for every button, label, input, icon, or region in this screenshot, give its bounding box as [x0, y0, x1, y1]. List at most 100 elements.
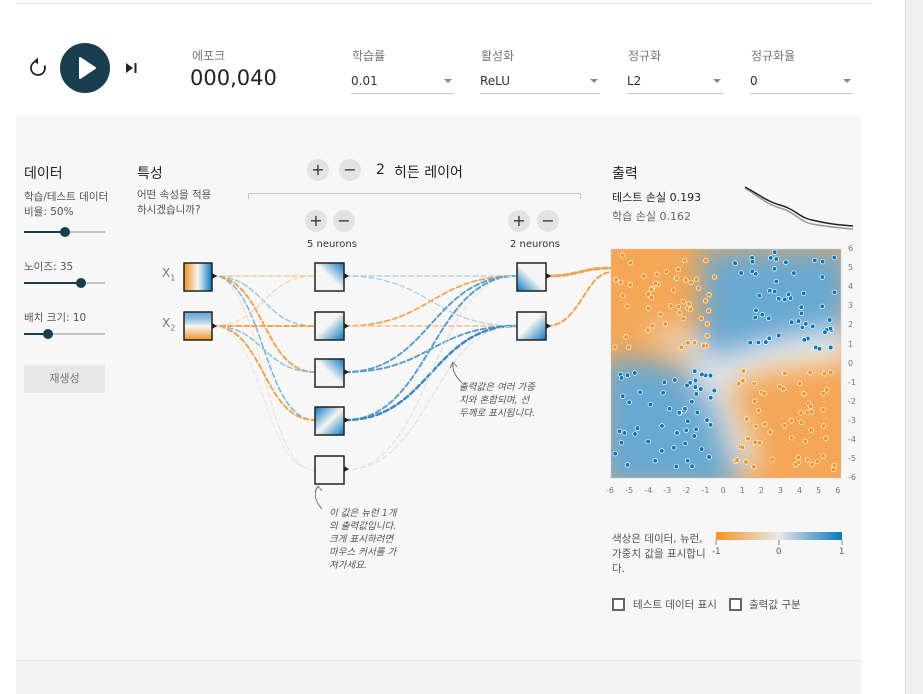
weight-link[interactable]: [211, 275, 316, 421]
data-point: [668, 303, 674, 309]
feature-x1[interactable]: [183, 262, 217, 292]
data-point: [804, 457, 811, 463]
test-loss: 테스트 손실 0.193: [612, 189, 701, 205]
regularization-rate-select[interactable]: 0: [750, 68, 853, 94]
learning-rate-label: 학습률: [352, 49, 386, 63]
weight-link[interactable]: [344, 275, 518, 327]
data-point: [752, 314, 758, 321]
neuron-box[interactable]: [314, 311, 345, 341]
data-point: [792, 461, 799, 468]
regularization-select[interactable]: L2: [627, 68, 723, 94]
data-point: [796, 380, 803, 387]
y-tick-label: 2: [848, 320, 854, 330]
noise-label: 노이즈: 35: [24, 260, 73, 275]
test-loss-line: [744, 187, 854, 230]
step-button[interactable]: [122, 58, 142, 78]
add-neuron-button[interactable]: +: [508, 210, 530, 232]
ratio-slider[interactable]: [24, 226, 105, 238]
remove-neuron-button[interactable]: −: [333, 210, 355, 232]
reset-button[interactable]: [26, 56, 50, 80]
x-tick-label: -4: [644, 486, 653, 495]
slider-knob[interactable]: [59, 227, 70, 237]
data-point: [820, 390, 826, 397]
output-marker-icon: [546, 323, 551, 329]
regenerate-button[interactable]: 재생성: [24, 365, 105, 393]
data-point: [693, 391, 699, 397]
output-marker-icon: [546, 273, 551, 279]
discretize-output-checkbox[interactable]: [729, 598, 742, 611]
weight-links: [211, 266, 614, 471]
data-point: [618, 375, 625, 381]
data-point: [783, 259, 789, 265]
data-point: [801, 290, 807, 297]
epoch-value: 000,040: [190, 66, 277, 90]
data-point: [612, 450, 618, 457]
weight-link[interactable]: [344, 275, 518, 471]
neuron-l1-5[interactable]: [314, 455, 349, 485]
neuron-box[interactable]: [314, 358, 345, 388]
features-subtitle: 어떤 속성을 적용하시겠습니까?: [137, 189, 212, 216]
data-point: [767, 288, 773, 294]
feature-x2-box[interactable]: [183, 311, 213, 341]
weight-link[interactable]: [211, 325, 316, 421]
remove-neuron-button[interactable]: −: [537, 210, 559, 232]
data-point: [755, 339, 762, 346]
data-point: [702, 298, 709, 304]
regularization-value: L2: [627, 74, 642, 88]
weight-link[interactable]: [211, 325, 316, 373]
neuron-l1-1[interactable]: [314, 262, 349, 292]
neuron-box[interactable]: [314, 455, 345, 485]
x-tick-label: -6: [606, 486, 614, 495]
neuron-box[interactable]: [314, 406, 345, 436]
regularization-label: 정규화: [628, 49, 662, 63]
data-point: [645, 438, 651, 445]
feature-x1-box[interactable]: [183, 262, 213, 292]
output-marker-icon: [344, 466, 349, 472]
data-point: [685, 458, 691, 464]
learning-rate-select[interactable]: 0.01: [351, 68, 454, 94]
slider-knob[interactable]: [75, 278, 86, 288]
neuron-l1-2[interactable]: [314, 311, 349, 341]
neuron-l1-3[interactable]: [314, 358, 349, 388]
data-point: [803, 321, 809, 327]
data-point: [738, 270, 744, 276]
data-point: [682, 406, 688, 412]
data-point: [799, 324, 806, 331]
neuron-box[interactable]: [314, 262, 345, 292]
output-heatmap[interactable]: [600, 248, 850, 490]
weight-link[interactable]: [344, 275, 518, 421]
neuron-box[interactable]: [516, 311, 547, 341]
remove-layer-button[interactable]: −: [339, 159, 361, 181]
weight-link[interactable]: [344, 275, 518, 373]
weight-link[interactable]: [546, 271, 613, 327]
data-point: [692, 377, 699, 384]
data-point: [689, 399, 695, 405]
y-tick-label: 6: [848, 244, 854, 253]
noise-slider[interactable]: [24, 277, 105, 289]
slider-knob[interactable]: [43, 329, 54, 339]
neuron-l2-1[interactable]: [516, 262, 551, 292]
neuron-l2-2[interactable]: [516, 311, 551, 341]
weight-link[interactable]: [211, 325, 316, 471]
feature-x2[interactable]: [183, 311, 217, 341]
neuron-box[interactable]: [516, 262, 547, 292]
add-neuron-button[interactable]: +: [305, 210, 327, 232]
layer1-neurons-label: 5 neurons: [307, 239, 357, 250]
data-point: [661, 379, 668, 385]
add-layer-button[interactable]: +: [307, 159, 329, 181]
play-button[interactable]: [60, 43, 110, 93]
y-tick-label: -6: [848, 473, 856, 483]
show-test-data-checkbox[interactable]: [612, 598, 625, 611]
neuron-l1-4[interactable]: [314, 406, 349, 436]
weight-link[interactable]: [545, 266, 614, 278]
activation-select[interactable]: ReLU: [480, 68, 600, 94]
scrollbar[interactable]: [905, 0, 923, 694]
weight-link[interactable]: [211, 275, 316, 373]
x-tick-label: 3: [777, 486, 783, 495]
show-test-data-label: 테스트 데이터 표시: [633, 599, 717, 611]
data-point: [707, 372, 714, 379]
weight-link[interactable]: [211, 275, 316, 327]
batch-slider[interactable]: [24, 328, 105, 340]
data-point: [686, 301, 692, 307]
